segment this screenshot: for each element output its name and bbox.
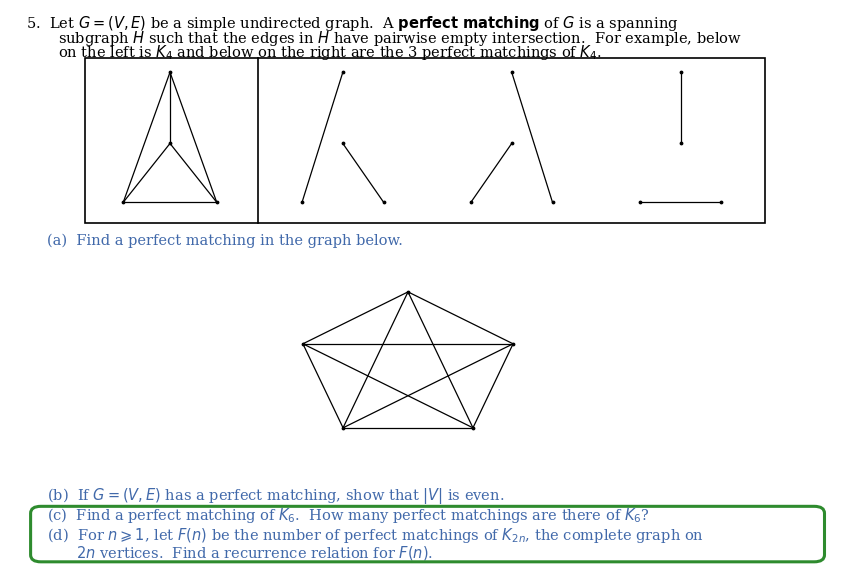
Text: 5.  Let $G = (V, E)$ be a simple undirected graph.  A $\mathbf{perfect\ matching: 5. Let $G = (V, E)$ be a simple undirect… <box>26 14 678 34</box>
Text: subgraph $H$ such that the edges in $H$ have pairwise empty intersection.  For e: subgraph $H$ such that the edges in $H$ … <box>58 29 742 48</box>
Text: (a)  Find a perfect matching in the graph below.: (a) Find a perfect matching in the graph… <box>47 234 403 249</box>
Text: (d)  For $n \geqslant 1$, let $F(n)$ be the number of perfect matchings of $K_{2: (d) For $n \geqslant 1$, let $F(n)$ be t… <box>47 526 704 545</box>
Text: $2n$ vertices.  Find a recurrence relation for $F(n)$.: $2n$ vertices. Find a recurrence relatio… <box>76 544 434 562</box>
Text: on the left is $K_4$ and below on the right are the 3 perfect matchings of $K_4$: on the left is $K_4$ and below on the ri… <box>58 43 602 62</box>
Text: (b)  If $G = (V, E)$ has a perfect matching, show that $|V|$ is even.: (b) If $G = (V, E)$ has a perfect matchi… <box>47 486 504 506</box>
Text: (c)  Find a perfect matching of $K_6$.  How many perfect matchings are there of : (c) Find a perfect matching of $K_6$. Ho… <box>47 506 649 525</box>
Bar <box>85 58 765 223</box>
